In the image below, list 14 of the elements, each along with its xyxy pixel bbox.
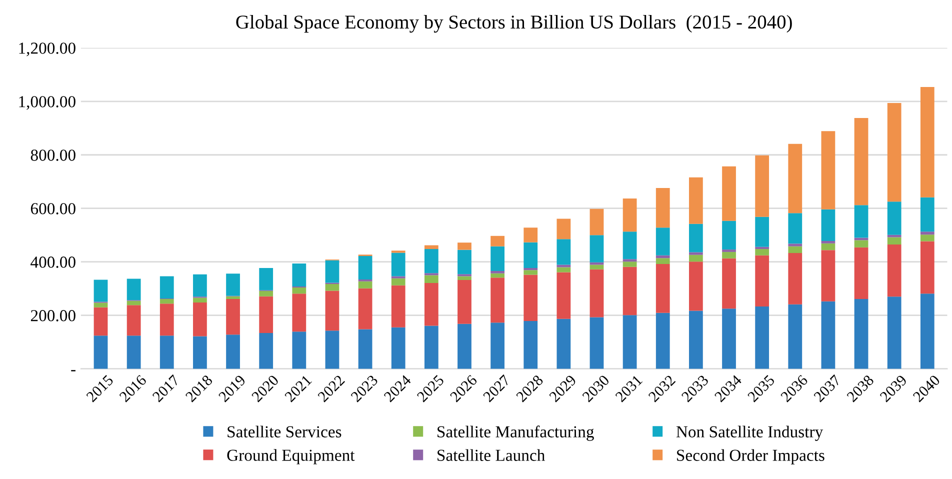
- legend-label: Non Satellite Industry: [676, 426, 824, 441]
- legend-label: Ground Equipment: [227, 449, 355, 464]
- legend-label: Second Order Impacts: [677, 449, 824, 464]
- y-tick-label: 200.00: [30, 310, 76, 322]
- y-tick-label: 400.00: [30, 256, 76, 268]
- y-tick-label: 800.00: [30, 150, 76, 161]
- y-tick-label: 1,200.00: [19, 42, 76, 56]
- y-tick-label: 1,000.00: [19, 96, 76, 110]
- legend-label: Satellite Manufacturing: [438, 426, 594, 441]
- legend-label: Satellite Services: [228, 426, 342, 438]
- legend-label: Satellite Launch: [438, 449, 545, 461]
- y-tick-label: 600.00: [30, 203, 76, 214]
- chart-title: Global Space Economy by Sectors in Billion US Dollars (2015 - 2040): [236, 14, 792, 33]
- y-tick-label: -: [71, 370, 76, 372]
